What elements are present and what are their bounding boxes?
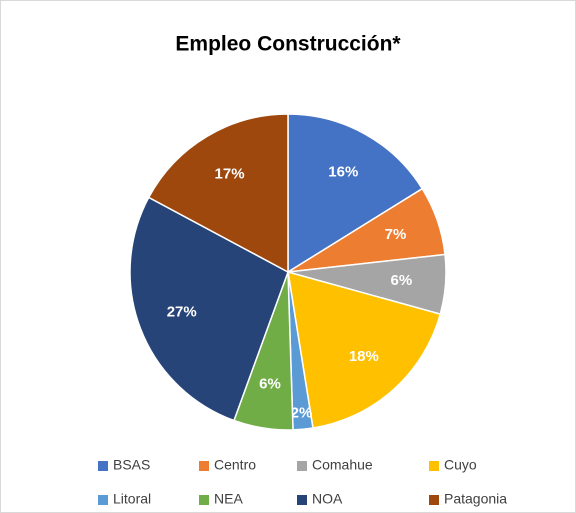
legend-marker xyxy=(297,461,307,471)
data-label: 16% xyxy=(328,164,358,181)
data-label: 27% xyxy=(167,304,197,321)
legend-marker xyxy=(199,461,209,471)
pie-slice xyxy=(129,196,289,422)
legend-marker xyxy=(199,495,209,505)
pie-slice xyxy=(147,113,289,274)
legend-label: NOA xyxy=(312,491,343,507)
chart-title: Empleo Construcción* xyxy=(175,33,401,56)
legend-marker xyxy=(429,461,439,471)
legend-label: Cuyo xyxy=(444,457,477,473)
legend-label: Patagonia xyxy=(444,491,507,507)
data-label: 2% xyxy=(291,405,313,422)
legend-label: Comahue xyxy=(312,457,373,473)
data-label: 7% xyxy=(385,226,407,243)
pie-slice xyxy=(287,113,424,274)
data-label: 17% xyxy=(215,165,245,182)
legend-marker xyxy=(297,495,307,505)
data-label: 18% xyxy=(349,348,379,365)
data-label: 6% xyxy=(259,375,281,392)
data-label: 6% xyxy=(391,272,413,289)
legend-label: BSAS xyxy=(113,457,150,473)
pie-slice xyxy=(287,270,442,429)
legend-marker xyxy=(429,495,439,505)
legend-label: NEA xyxy=(214,491,243,507)
legend-label: Litoral xyxy=(113,491,151,507)
legend-marker xyxy=(98,461,108,471)
legend-label: Centro xyxy=(214,457,256,473)
legend-marker xyxy=(98,495,108,505)
